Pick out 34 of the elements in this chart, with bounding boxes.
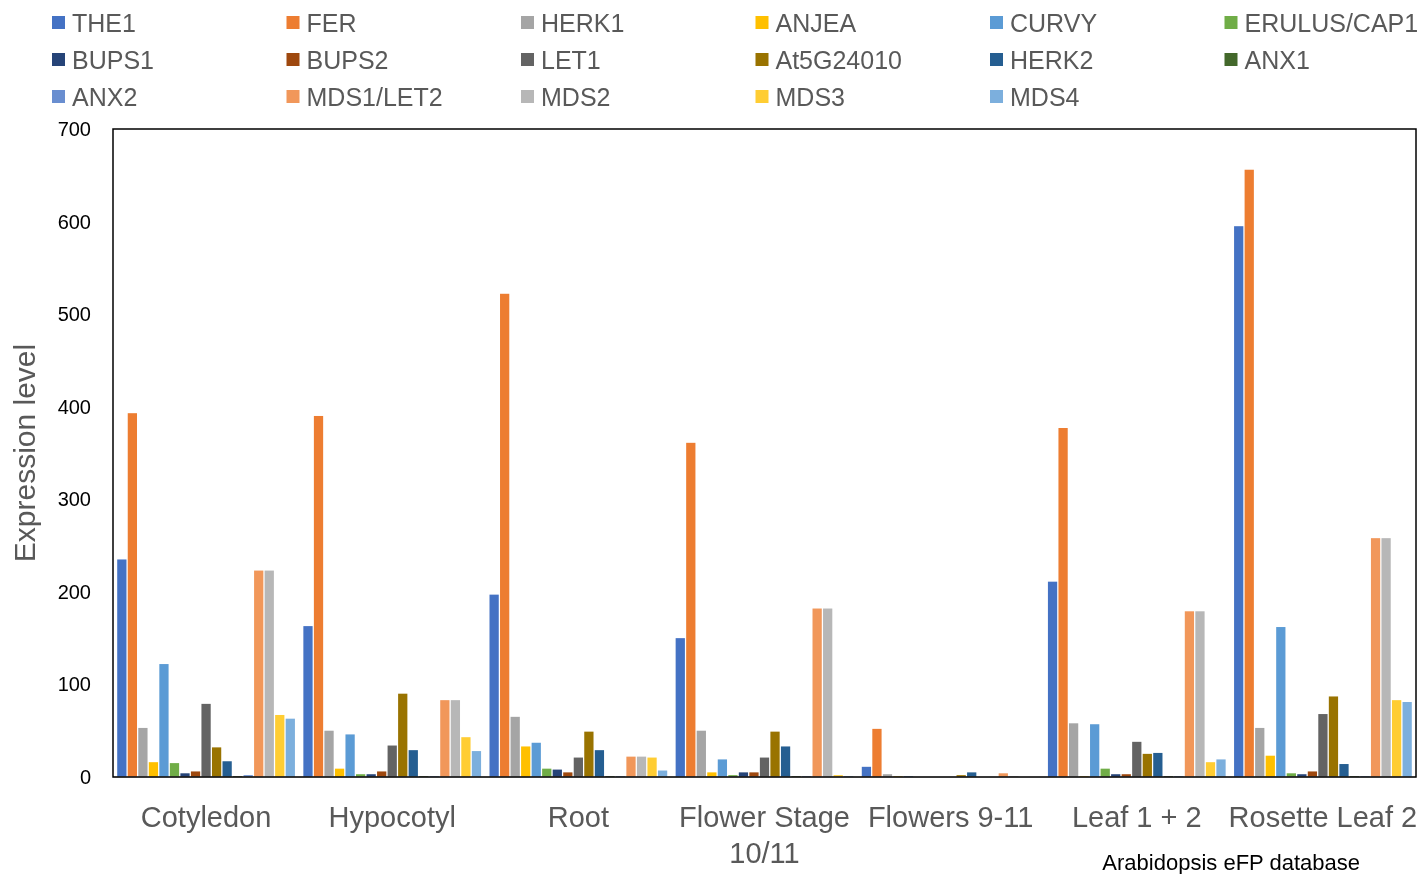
y-tick-label: 400 <box>57 395 91 418</box>
y-tick-label: 300 <box>57 488 91 511</box>
x-tick-label: Flower Stage 10/11 <box>679 801 850 869</box>
legend-label: MDS2 <box>541 83 611 111</box>
legend-label: ANX2 <box>72 83 138 111</box>
legend-label: HERK2 <box>1010 46 1094 74</box>
legend-label: THE1 <box>72 9 136 37</box>
legend-label: MDS1/LET2 <box>306 83 443 111</box>
legend-label: BUPS2 <box>306 46 389 74</box>
legend-label: ANX1 <box>1244 46 1310 74</box>
y-tick-label: 100 <box>57 673 91 696</box>
x-tick-label: Hypocotyl <box>328 801 456 833</box>
legend-label: ERULUS/CAP1 <box>1244 9 1419 37</box>
y-tick-label: 200 <box>57 580 91 603</box>
x-tick-label: Root <box>547 801 609 833</box>
legend-label: LET1 <box>541 46 601 74</box>
y-tick-label: 500 <box>57 303 91 326</box>
legend-label: MDS3 <box>775 83 845 111</box>
y-tick-label: 0 <box>79 766 91 788</box>
x-tick-label: Rosette Leaf 2 <box>1228 801 1418 833</box>
x-tick-label: Cotyledon <box>140 801 272 833</box>
legend-label: At5G24010 <box>775 46 902 74</box>
legend-label: MDS4 <box>1010 83 1080 111</box>
y-tick-label: 600 <box>57 210 91 233</box>
legend-label: HERK1 <box>541 9 625 37</box>
legend-label: FER <box>306 9 357 37</box>
y-axis-title: Expression level <box>8 343 41 563</box>
legend-label: BUPS1 <box>72 46 154 74</box>
y-tick-label: 700 <box>57 118 91 140</box>
legend-label: CURVY <box>1010 9 1098 37</box>
text: Arabidopsis eFP database <box>1102 850 1360 874</box>
x-tick-label: Flowers 9-11 <box>867 801 1034 833</box>
x-tick-label: Leaf 1 + 2 <box>1071 801 1202 833</box>
legend-label: ANJEA <box>775 9 857 37</box>
